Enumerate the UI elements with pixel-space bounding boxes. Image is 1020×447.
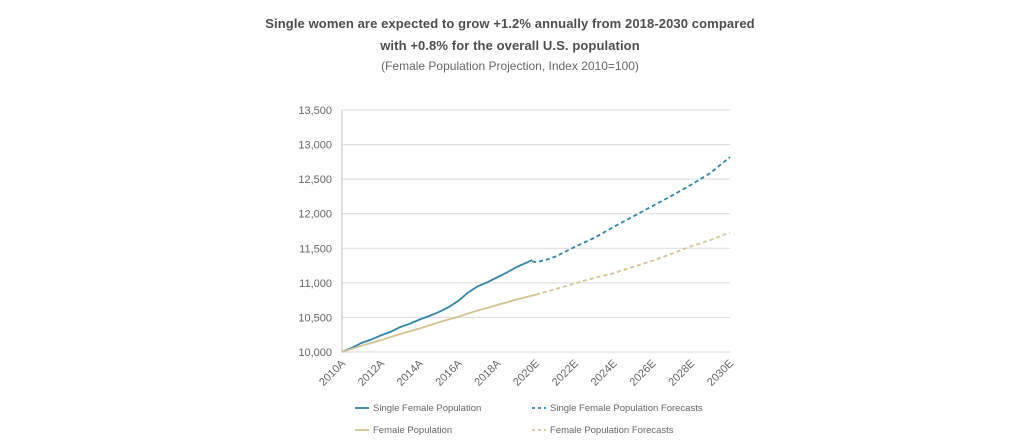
series-line-1 [341,259,533,353]
series-line-2 [531,156,731,264]
x-tick-label: 2010A [317,357,348,388]
x-tick-label: 2012A [356,357,387,388]
x-tick-label: 2024E [589,358,620,389]
x-tick-label: 2026E [628,358,659,389]
legend-label: Female Population Forecasts [550,425,674,436]
x-tick-label: 2028E [666,358,697,389]
chart-subtitle: (Female Population Projection, Index 201… [381,59,639,73]
x-tick-label: 2016A [434,357,465,388]
x-tick-label: 2030E [705,358,736,389]
legend-label: Single Female Population [373,403,481,414]
legend: Single Female Population Single Female Po… [355,403,703,436]
y-tick-label: 10,000 [298,347,332,359]
series-line-3 [341,293,537,353]
y-tick-label: 12,000 [298,209,332,221]
y-tick-label: 11,500 [299,243,332,255]
grid-lines [342,109,730,353]
y-tick-label: 12,500 [298,174,332,186]
series-lines [341,156,731,353]
legend-label: Single Female Population Forecasts [550,403,703,414]
x-tick-label: 2020E [511,358,542,389]
series-line-4 [535,231,731,296]
y-tick-label: 13,500 [298,105,332,117]
y-tick-label: 11,000 [299,278,332,290]
x-tick-label: 2018A [472,357,503,388]
chart-title-line-2: with +0.8% for the overall U.S. populati… [380,38,640,53]
x-axis-ticks: 2010A 2012A 2014A 2016A 2018A 2020E 2022E 2024E… [317,357,736,388]
y-tick-label: 10,500 [298,312,332,324]
x-tick-label: 2014A [395,357,426,388]
legend-label: Female Population [373,425,452,436]
y-tick-label: 13,000 [298,140,332,152]
chart-title-line-1: Single women are expected to grow +1.2% … [265,16,755,31]
x-tick-label: 2022E [550,358,581,389]
y-axis-ticks: 10,000 10,500 11,000 11,500 12,000 12,500 13,0… [298,105,332,359]
